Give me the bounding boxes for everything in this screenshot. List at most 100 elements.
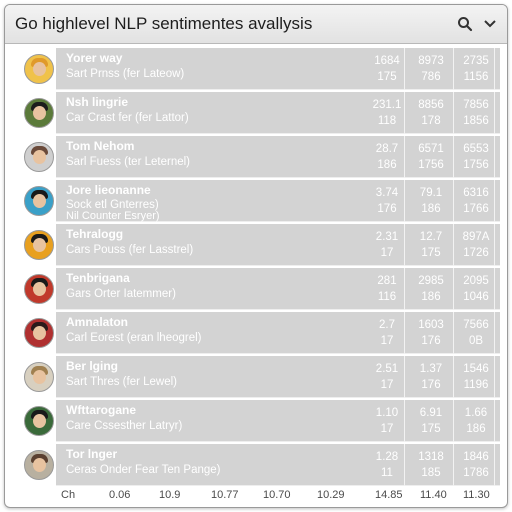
footer-label: 10.70 (263, 489, 291, 501)
chevron-down-icon[interactable] (479, 13, 501, 35)
value-col2: 12.7 (419, 231, 443, 243)
value-col3-secondary: 186 (466, 423, 486, 435)
list-item[interactable]: Amnalaton Carl Eorest (eran lheogrel) 2.… (14, 312, 500, 354)
item-subtitle: Sock etl Gnterres) (66, 199, 159, 211)
avatar (24, 98, 54, 128)
column-divider (453, 92, 454, 134)
row-body (56, 268, 500, 310)
avatar (24, 274, 54, 304)
value-col3-secondary: 1046 (463, 291, 489, 303)
list-item[interactable]: Tom Nehom Sarl Fuess (ter Leternel) 28.7… (14, 136, 500, 178)
value-col1: 2.7 (379, 319, 395, 331)
list-item[interactable]: Tehralogg Cars Pouss (fer Lasstrel) 2.31… (14, 224, 500, 266)
column-divider (453, 312, 454, 354)
avatar-face (33, 370, 46, 384)
value-col3-secondary: 1786 (463, 467, 489, 479)
value-col3: 7856 (463, 99, 489, 111)
column-divider (404, 268, 405, 310)
column-divider (494, 224, 495, 266)
avatar-face (33, 414, 46, 428)
value-col2-secondary: 186 (421, 203, 441, 215)
value-col3: 897A (462, 231, 490, 243)
column-divider (404, 224, 405, 266)
footer-label: 10.9 (159, 489, 181, 501)
value-col1: 28.7 (375, 143, 399, 155)
item-title: Tom Nehom (66, 139, 135, 153)
value-col1: 2.31 (375, 231, 399, 243)
item-subtitle: Gars Orter Iatemmer) (66, 288, 176, 300)
column-divider (494, 312, 495, 354)
column-divider (404, 356, 405, 398)
column-divider (494, 180, 495, 222)
list-item[interactable]: Yorer way Sart Prnss (fer Lateow) 1684 8… (14, 48, 500, 90)
item-title: Ber lging (66, 359, 119, 373)
value-col1: 3.74 (375, 187, 399, 199)
value-col3: 2095 (463, 275, 489, 287)
row-body (56, 400, 500, 442)
column-divider (453, 224, 454, 266)
value-col2-secondary: 175 (421, 247, 441, 259)
item-title: Tehralogg (66, 227, 124, 241)
column-divider (453, 356, 454, 398)
item-title: Nsh lingrie (66, 95, 129, 109)
item-subtitle: Car Crast fer (fer Lattor) (66, 112, 189, 124)
app-window: Go highlevel NLP sentimentes avallysis Y… (4, 4, 508, 508)
search-icon[interactable] (454, 13, 476, 35)
column-divider (494, 92, 495, 134)
value-col1: 2.51 (375, 363, 399, 375)
list-item[interactable]: Ber lging Sart Thres (fer Lewel) 2.51 1.… (14, 356, 500, 398)
value-col2: 6571 (418, 143, 444, 155)
item-title: Yorer way (66, 51, 123, 65)
value-col1: 1.10 (375, 407, 399, 419)
column-divider (404, 400, 405, 442)
column-divider (404, 48, 405, 90)
value-col2: 79.1 (419, 187, 443, 199)
value-col2: 2985 (418, 275, 444, 287)
column-divider (404, 180, 405, 222)
value-col3-secondary: 1756 (463, 159, 489, 171)
value-col1-secondary: 11 (381, 467, 393, 479)
list-item[interactable]: Tenbrigana Gars Orter Iatemmer) 281 2985… (14, 268, 500, 310)
list-item[interactable]: Tor lnger Ceras Onder Fear Ten Pange) 1.… (14, 444, 500, 486)
avatar-face (33, 238, 46, 252)
value-col1: 281 (377, 275, 397, 287)
avatar (24, 318, 54, 348)
avatar-face (33, 106, 46, 120)
avatar (24, 406, 54, 436)
item-subtitle: Sart Prnss (fer Lateow) (66, 68, 185, 80)
footer-label: Ch (61, 489, 76, 501)
list-item[interactable]: Nsh lingrie Car Crast fer (fer Lattor) 2… (14, 92, 500, 134)
avatar-face (33, 458, 46, 472)
value-col3: 7566 (463, 319, 489, 331)
footer-label: 11.40 (420, 489, 447, 501)
value-col2-secondary: 185 (421, 467, 441, 479)
value-col1-secondary: 17 (380, 335, 394, 347)
value-col2: 1.37 (419, 363, 443, 375)
column-divider (453, 48, 454, 90)
value-col2-secondary: 175 (421, 423, 441, 435)
footer-label: 10.29 (317, 489, 345, 501)
item-subtitle: Ceras Onder Fear Ten Pange) (66, 464, 221, 476)
value-col2-secondary: 186 (421, 291, 441, 303)
list-item[interactable]: Wfttarogane Care Cssesther Latryr) 1.10 … (14, 400, 500, 442)
value-col2-secondary: 1756 (418, 159, 444, 171)
column-divider (453, 268, 454, 310)
item-title: Wfttarogane (66, 403, 136, 417)
value-col3-secondary: 1726 (463, 247, 489, 259)
value-col3-secondary: 0B (468, 335, 484, 347)
row-body (56, 444, 500, 486)
footer-label: 14.85 (375, 489, 403, 501)
list-item[interactable]: Jore lieonanne Sock etl Gnterres) Nil Co… (14, 180, 500, 222)
value-col1-secondary: 175 (377, 71, 397, 83)
avatar (24, 186, 54, 216)
item-subtitle: Care Cssesther Latryr) (66, 420, 183, 432)
column-divider (404, 92, 405, 134)
footer-label: 11.30 (463, 489, 490, 501)
item-subtitle-extra: Nil Counter Esryer) (66, 210, 160, 222)
item-title: Jore lieonanne (66, 183, 151, 197)
sentiment-list: Yorer way Sart Prnss (fer Lateow) 1684 8… (14, 48, 500, 488)
item-title: Tenbrigana (66, 271, 130, 285)
value-col1-secondary: 118 (377, 115, 397, 127)
avatar-face (33, 282, 46, 296)
value-col3: 2735 (463, 55, 489, 67)
